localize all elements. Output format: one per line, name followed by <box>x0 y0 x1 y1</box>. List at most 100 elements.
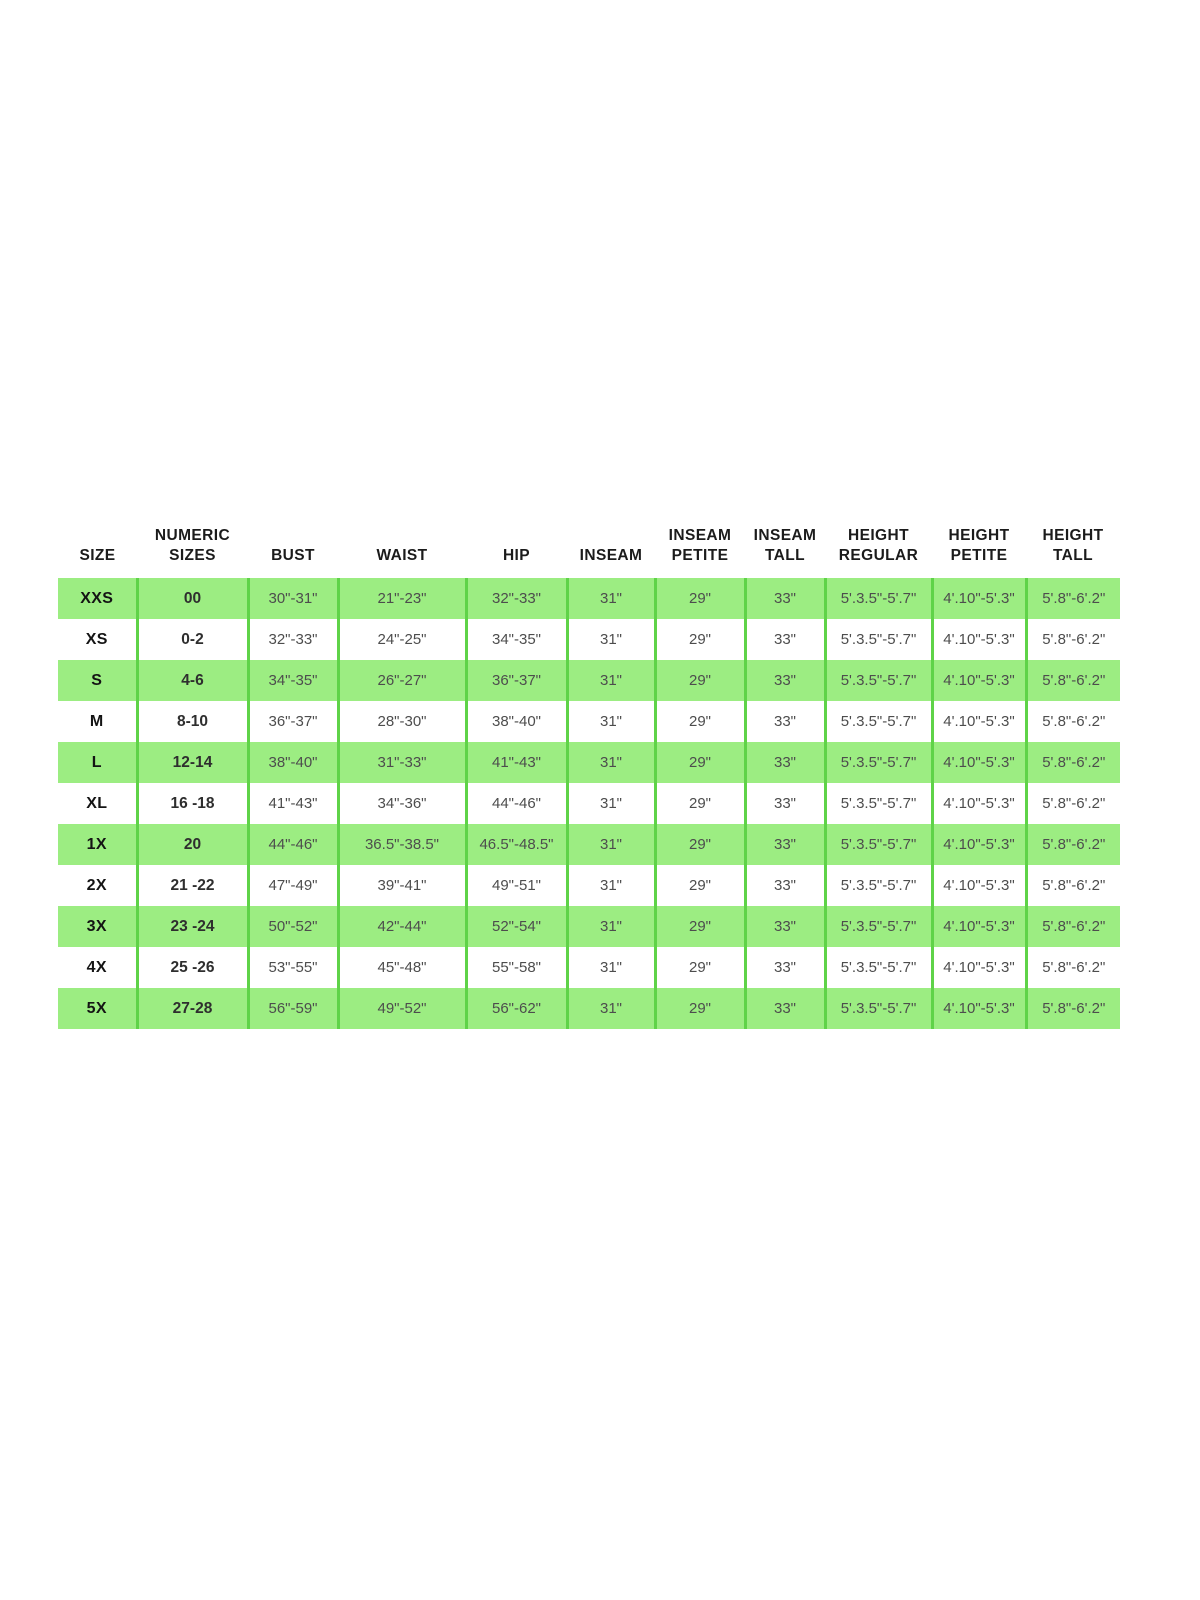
size-label-cell: S <box>58 660 137 701</box>
measurement-cell: 5'.3.5"-5'.7" <box>823 824 932 865</box>
measurement-cell: 4'.10"-5'.3" <box>930 578 1026 619</box>
measurement-cell: 4'.10"-5'.3" <box>930 701 1026 742</box>
measurement-cell: 33" <box>743 988 825 1029</box>
measurement-cell: 56"-59" <box>246 988 338 1029</box>
measurement-cell: 33" <box>743 783 825 824</box>
measurement-cell: 5'.8"-6'.2" <box>1024 906 1120 947</box>
measurement-cell: 5'.3.5"-5'.7" <box>823 865 932 906</box>
table-row: XS 0-2 32"-33" 24"-25" 34"-35" 31" 29" 33" 5'.3.… <box>58 619 1120 660</box>
measurement-cell: 5'.8"-6'.2" <box>1024 865 1120 906</box>
measurement-cell: 5'.8"-6'.2" <box>1024 742 1120 783</box>
measurement-cell: 45"-48" <box>336 947 466 988</box>
table-row: S 4-6 34"-35" 26"-27" 36"-37" 31" 29" 33" 5'.3.5… <box>58 660 1120 701</box>
measurement-cell: 31" <box>565 701 655 742</box>
measurement-cell: 29" <box>653 824 745 865</box>
numeric-size-cell: 20 <box>135 824 248 865</box>
measurement-cell: 42"-44" <box>336 906 466 947</box>
measurement-cell: 41"-43" <box>246 783 338 824</box>
measurement-cell: 5'.3.5"-5'.7" <box>823 783 932 824</box>
numeric-size-cell: 12-14 <box>135 742 248 783</box>
table-row: 4X 25 -26 53"-55" 45"-48" 55"-58" 31" 29" 33" 5'… <box>58 947 1120 988</box>
measurement-cell: 34"-35" <box>464 619 567 660</box>
measurement-cell: 53"-55" <box>246 947 338 988</box>
measurement-cell: 44"-46" <box>246 824 338 865</box>
measurement-cell: 33" <box>743 906 825 947</box>
measurement-cell: 5'.8"-6'.2" <box>1024 701 1120 742</box>
measurement-cell: 29" <box>653 701 745 742</box>
measurement-cell: 29" <box>653 578 745 619</box>
measurement-cell: 4'.10"-5'.3" <box>930 619 1026 660</box>
measurement-cell: 29" <box>653 906 745 947</box>
measurement-cell: 31" <box>565 824 655 865</box>
measurement-cell: 29" <box>653 783 745 824</box>
measurement-cell: 44"-46" <box>464 783 567 824</box>
measurement-cell: 4'.10"-5'.3" <box>930 824 1026 865</box>
measurement-cell: 34"-36" <box>336 783 466 824</box>
measurement-cell: 31" <box>565 947 655 988</box>
size-chart-table: SIZE NUMERIC SIZES BUST WAIST HIP INSEAM INSEA… <box>58 512 1120 1029</box>
column-header: INSEAM <box>567 512 655 578</box>
column-header: SIZE <box>58 512 137 578</box>
measurement-cell: 49"-52" <box>336 988 466 1029</box>
size-label-cell: 3X <box>58 906 137 947</box>
header-row: SIZE NUMERIC SIZES BUST WAIST HIP INSEAM INSEA… <box>58 512 1120 578</box>
measurement-cell: 36"-37" <box>464 660 567 701</box>
table-row: XL 16 -18 41"-43" 34"-36" 44"-46" 31" 29" 33" 5'… <box>58 783 1120 824</box>
table-row: 3X 23 -24 50"-52" 42"-44" 52"-54" 31" 29" 33" 5'… <box>58 906 1120 947</box>
measurement-cell: 21"-23" <box>336 578 466 619</box>
column-header: INSEAM TALL <box>745 512 825 578</box>
measurement-cell: 5'.8"-6'.2" <box>1024 988 1120 1029</box>
measurement-cell: 33" <box>743 865 825 906</box>
size-chart-header: SIZE NUMERIC SIZES BUST WAIST HIP INSEAM INSEA… <box>58 512 1120 578</box>
measurement-cell: 31" <box>565 619 655 660</box>
measurement-cell: 46.5"-48.5" <box>464 824 567 865</box>
measurement-cell: 29" <box>653 660 745 701</box>
measurement-cell: 31"-33" <box>336 742 466 783</box>
measurement-cell: 4'.10"-5'.3" <box>930 742 1026 783</box>
measurement-cell: 38"-40" <box>246 742 338 783</box>
size-label-cell: XXS <box>58 578 137 619</box>
measurement-cell: 5'.8"-6'.2" <box>1024 947 1120 988</box>
measurement-cell: 31" <box>565 988 655 1029</box>
size-label-cell: 4X <box>58 947 137 988</box>
table-row: M 8-10 36"-37" 28"-30" 38"-40" 31" 29" 33" 5'.3.… <box>58 701 1120 742</box>
table-row: 5X 27-28 56"-59" 49"-52" 56"-62" 31" 29" 33" 5'.… <box>58 988 1120 1029</box>
measurement-cell: 32"-33" <box>246 619 338 660</box>
size-label-cell: L <box>58 742 137 783</box>
measurement-cell: 5'.3.5"-5'.7" <box>823 660 932 701</box>
measurement-cell: 5'.3.5"-5'.7" <box>823 619 932 660</box>
measurement-cell: 28"-30" <box>336 701 466 742</box>
measurement-cell: 5'.3.5"-5'.7" <box>823 578 932 619</box>
column-header: NUMERIC SIZES <box>137 512 248 578</box>
measurement-cell: 29" <box>653 742 745 783</box>
measurement-cell: 32"-33" <box>464 578 567 619</box>
numeric-size-cell: 0-2 <box>135 619 248 660</box>
column-header: INSEAM PETITE <box>655 512 745 578</box>
column-header: HEIGHT PETITE <box>932 512 1026 578</box>
measurement-cell: 36"-37" <box>246 701 338 742</box>
numeric-size-cell: 8-10 <box>135 701 248 742</box>
measurement-cell: 33" <box>743 578 825 619</box>
measurement-cell: 47"-49" <box>246 865 338 906</box>
measurement-cell: 5'.8"-6'.2" <box>1024 619 1120 660</box>
column-header: WAIST <box>338 512 466 578</box>
column-header: HIP <box>466 512 567 578</box>
numeric-size-cell: 23 -24 <box>135 906 248 947</box>
table-row: 2X 21 -22 47"-49" 39"-41" 49"-51" 31" 29" 33" 5'… <box>58 865 1120 906</box>
table-row: 1X 20 44"-46" 36.5"-38.5" 46.5"-48.5" 31" 29" 3… <box>58 824 1120 865</box>
measurement-cell: 56"-62" <box>464 988 567 1029</box>
numeric-size-cell: 00 <box>135 578 248 619</box>
table-row: XXS 00 30"-31" 21"-23" 32"-33" 31" 29" 33" 5'.3.… <box>58 578 1120 619</box>
measurement-cell: 39"-41" <box>336 865 466 906</box>
measurement-cell: 38"-40" <box>464 701 567 742</box>
measurement-cell: 34"-35" <box>246 660 338 701</box>
measurement-cell: 31" <box>565 578 655 619</box>
numeric-size-cell: 21 -22 <box>135 865 248 906</box>
measurement-cell: 5'.8"-6'.2" <box>1024 660 1120 701</box>
measurement-cell: 4'.10"-5'.3" <box>930 865 1026 906</box>
size-label-cell: 5X <box>58 988 137 1029</box>
size-label-cell: M <box>58 701 137 742</box>
measurement-cell: 5'.8"-6'.2" <box>1024 783 1120 824</box>
size-chart-container: SIZE NUMERIC SIZES BUST WAIST HIP INSEAM INSEA… <box>58 512 1120 1029</box>
size-label-cell: XS <box>58 619 137 660</box>
